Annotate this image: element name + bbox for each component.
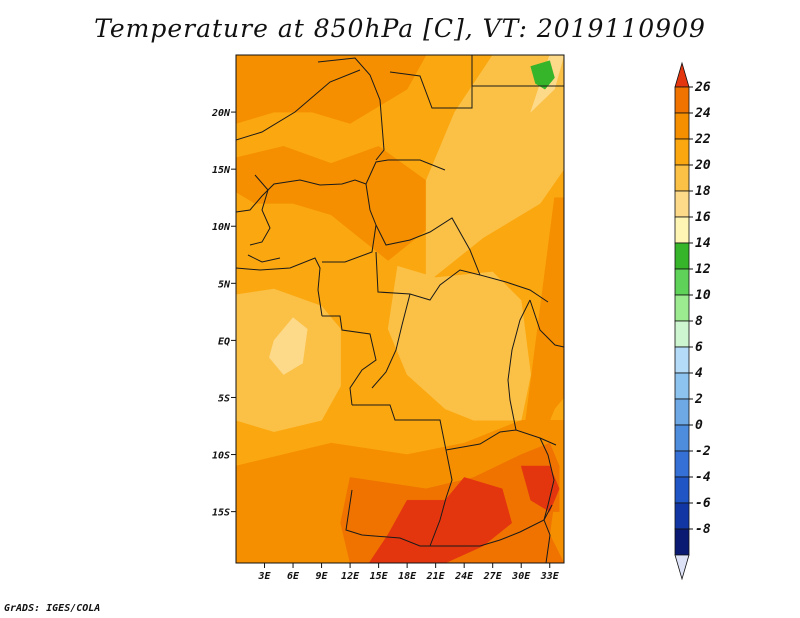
colorbar-label: 12 [695, 262, 711, 277]
temperature-region-16c [269, 317, 308, 375]
colorbar-swatch [674, 398, 690, 426]
colorbar-swatch [674, 138, 690, 166]
colorbar-swatch [674, 320, 690, 348]
colorbar-label: -2 [695, 444, 711, 459]
colorbar-swatch [674, 216, 690, 244]
x-tick-label: 9E [316, 571, 329, 582]
temperature-region-22c [236, 55, 427, 124]
x-tick-label: 15E [370, 571, 389, 582]
x-tick-label: 30E [511, 571, 531, 582]
colorbar-swatch [674, 528, 690, 556]
colorbar-label: 8 [695, 314, 703, 329]
x-tick-label: 6E [287, 571, 300, 582]
colorbar-label: 2 [694, 392, 703, 407]
colorbar-label: 6 [695, 340, 703, 355]
country-borders [236, 55, 564, 563]
temperature-region-12c [530, 60, 555, 90]
colorbar-label: 0 [695, 418, 703, 433]
y-tick-label: 15N [212, 165, 231, 176]
colorbar-swatch [674, 294, 690, 322]
colorbar-label: 22 [694, 132, 711, 147]
chart-title: Temperature at 850hPa [C], VT: 201911090… [94, 14, 706, 43]
colorbar-label: 26 [694, 80, 711, 95]
colorbar-bottom-arrow [674, 554, 690, 581]
x-tick-label: 3E [257, 571, 271, 582]
axes: 3E 6E 9E 12E 15E 18E 21E 24E 27E 30E 33E 20N 15N 10N 5… [211, 54, 565, 582]
colorbar-label: 18 [695, 184, 711, 199]
colorbar-swatch [674, 424, 690, 452]
x-tick-label: 18E [398, 571, 417, 582]
y-tick-label: 10S [212, 451, 230, 462]
colorbar-swatch [674, 372, 690, 400]
y-tick-label: EQ [218, 336, 230, 347]
colorbar-label: 24 [694, 106, 711, 121]
colorbar-swatch [674, 450, 690, 478]
y-tick-label: 15S [212, 508, 230, 519]
colorbar-label: 14 [695, 236, 711, 251]
colorbar-label: -8 [695, 522, 711, 537]
y-tick-label: 20N [211, 108, 231, 119]
colorbar-swatch [674, 476, 690, 504]
temperature-region-18c [425, 55, 564, 284]
footer-credit: GrADS: IGES/COLA [4, 603, 101, 614]
colorbar-swatch [674, 268, 690, 296]
colorbar-swatch [674, 112, 690, 140]
colorbar-top-arrow [674, 61, 690, 88]
colorbar-label: -4 [695, 470, 711, 485]
colorbar-label: 4 [695, 366, 703, 381]
colorbar-swatch [674, 86, 690, 114]
x-tick-label: 12E [341, 571, 360, 582]
colorbar-swatch [674, 164, 690, 192]
plot-frame [235, 54, 565, 564]
colorbar-swatch [674, 190, 690, 218]
colorbar-swatch [674, 346, 690, 374]
temperature-map [236, 55, 564, 563]
colorbar-label: 10 [695, 288, 711, 303]
x-tick-label: 33E [540, 571, 560, 582]
y-tick-label: 5N [218, 279, 231, 290]
x-tick-label: 21E [426, 571, 446, 582]
temperature-region-22c [236, 146, 446, 261]
colorbar-swatch [674, 242, 690, 270]
colorbar-swatch [674, 502, 690, 530]
colorbar-label: 16 [695, 210, 711, 225]
y-tick-label: 10N [212, 222, 231, 233]
colorbar-label: 20 [694, 158, 711, 173]
x-tick-label: 24E [454, 571, 474, 582]
temperature-region-26c [520, 465, 560, 512]
colorbar-label: -6 [695, 496, 711, 511]
y-tick-label: 5S [218, 393, 230, 404]
x-tick-label: 27E [483, 571, 503, 582]
